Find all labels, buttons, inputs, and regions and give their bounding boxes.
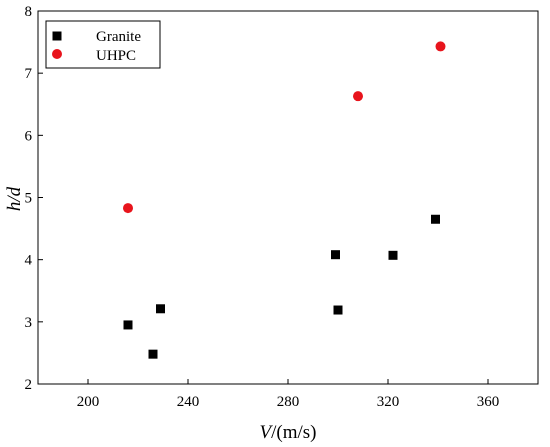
granite-point [123, 320, 133, 330]
legend-granite-label: Granite [96, 29, 141, 45]
x-axis-ticks: 200 240 280 320 360 [77, 379, 500, 410]
x-tick-label: 200 [77, 394, 100, 410]
y-tick-label: 7 [25, 66, 33, 82]
y-tick-label: 4 [25, 253, 33, 269]
uhpc-point [123, 203, 133, 214]
x-axis-title-unit: /(m/s) [271, 422, 316, 443]
granite-point [331, 250, 340, 260]
legend-uhpc-marker [52, 49, 62, 59]
legend-box [45, 20, 161, 69]
x-tick-label: 240 [177, 394, 200, 410]
x-axis-title-variable: V [260, 422, 274, 443]
granite-point [148, 349, 158, 359]
x-tick-label: 280 [277, 394, 300, 410]
y-tick-label: 5 [25, 191, 33, 207]
granite-point [333, 305, 343, 315]
granite-point [156, 304, 165, 314]
y-tick-label: 2 [25, 377, 33, 393]
granite-point [388, 250, 398, 260]
y-tick-label: 3 [25, 315, 33, 331]
x-axis-title: V/(m/s) [260, 422, 317, 443]
legend-uhpc-label: UHPC [96, 48, 136, 64]
uhpc-point [353, 91, 363, 102]
uhpc-point [435, 41, 446, 52]
legend-granite-marker [52, 31, 62, 41]
y-axis-title: h/d [4, 186, 25, 211]
legend: Granite UHPC [45, 20, 161, 69]
granite-point [431, 214, 440, 224]
y-axis-ticks: 2 3 4 5 6 7 8 [25, 4, 43, 393]
x-tick-label: 320 [377, 394, 400, 410]
y-tick-label: 6 [25, 128, 33, 144]
y-tick-label: 8 [25, 4, 33, 20]
data-points [123, 41, 446, 359]
x-tick-label: 360 [477, 394, 500, 410]
